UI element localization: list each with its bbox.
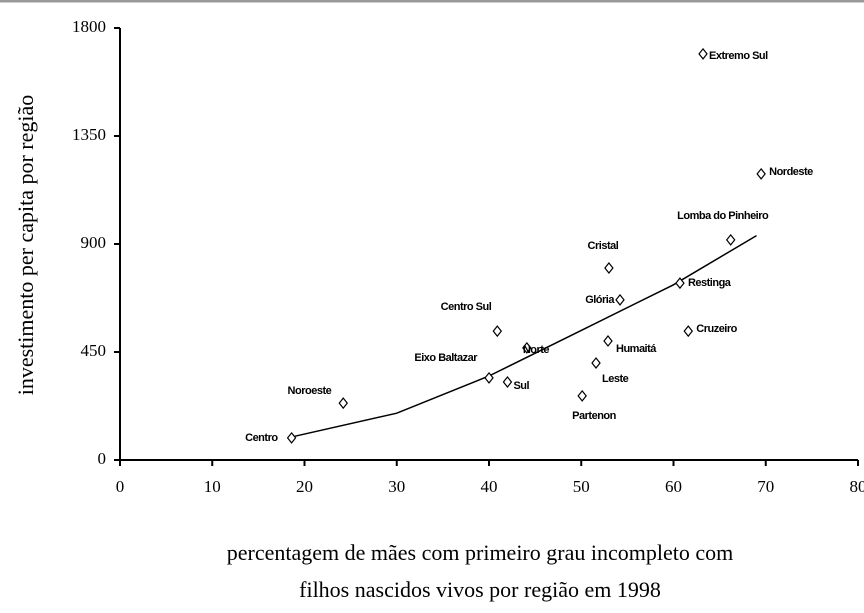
y-tick-label: 1350 <box>72 125 106 144</box>
point-label: Nordeste <box>769 166 813 178</box>
x-tick-label: 70 <box>757 477 774 496</box>
y-tick-label: 0 <box>98 449 107 468</box>
point-label: Centro <box>245 432 278 444</box>
point <box>286 431 297 444</box>
x-tick-label: 10 <box>204 477 221 496</box>
point <box>484 371 494 384</box>
x-tick-label: 30 <box>388 477 405 496</box>
point <box>502 376 513 388</box>
point-label: Glória <box>585 294 615 306</box>
y-tick-label: 1800 <box>72 17 106 36</box>
point-label: Cristal <box>588 240 619 252</box>
point-label: Extremo Sul <box>709 50 768 62</box>
y-tick-label: 450 <box>81 341 107 360</box>
y-tick-label: 900 <box>81 233 107 252</box>
x-tick-label: 0 <box>116 477 125 496</box>
point-label: Centro Sul <box>441 301 492 313</box>
point-label: Partenon <box>572 410 616 422</box>
trendline <box>290 234 757 438</box>
x-tick-label: 80 <box>850 477 864 496</box>
point-label: Noroeste <box>288 385 332 397</box>
point <box>615 293 625 306</box>
x-tick-label: 40 <box>481 477 498 496</box>
point-label: Leste <box>602 373 629 385</box>
point <box>683 325 694 338</box>
x-axis-label: percentagem de mães com primeiro grau in… <box>227 540 733 565</box>
point-label: Sul <box>513 380 529 392</box>
x-tick-label: 60 <box>665 477 682 496</box>
point-label: Eixo Baltazar <box>414 352 478 364</box>
point <box>756 167 766 180</box>
point <box>591 357 601 370</box>
point <box>675 277 685 290</box>
point-label: Norte <box>523 344 550 356</box>
point <box>522 341 532 354</box>
point <box>698 47 708 60</box>
point <box>725 233 736 246</box>
point-label: Restinga <box>688 277 732 289</box>
point <box>603 334 613 347</box>
y-axis-label: investimento per capita por região <box>13 95 38 396</box>
point <box>338 397 349 410</box>
x-tick-label: 20 <box>296 477 313 496</box>
point <box>492 325 503 338</box>
point-label: Humaitá <box>616 343 657 355</box>
x-tick-label: 50 <box>573 477 590 496</box>
x-axis-label: filhos nascidos vivos por região em 1998 <box>299 577 661 602</box>
point-label: Lomba do Pinheiro <box>677 210 769 222</box>
point <box>577 389 587 402</box>
point-label: Cruzeiro <box>696 323 737 335</box>
point <box>604 262 614 274</box>
